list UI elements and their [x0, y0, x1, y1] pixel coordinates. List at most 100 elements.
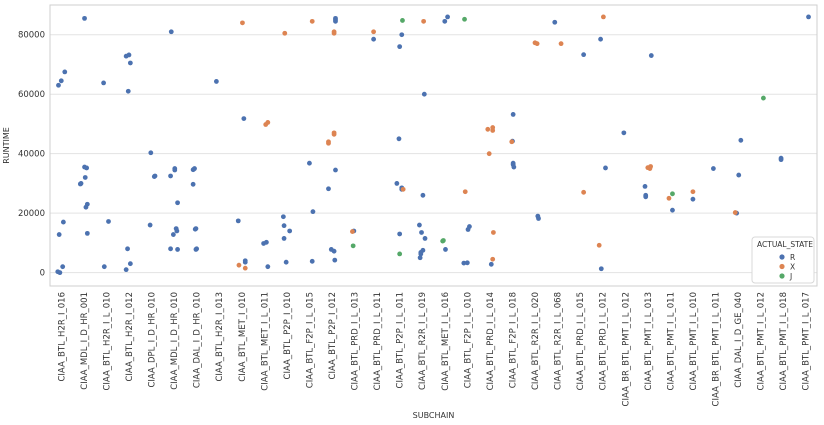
data-point-R [420, 192, 426, 198]
data-point-R [60, 219, 66, 225]
data-point-R [332, 257, 338, 263]
data-point-R [175, 247, 180, 252]
data-point-X [242, 265, 248, 271]
y-tick-label: 40000 [18, 150, 45, 160]
data-point-R [84, 165, 90, 171]
x-tick-label: CIAA_BTL_MET_I_L_016 [441, 292, 451, 391]
data-point-R [60, 264, 66, 270]
y-tick-label: 60000 [18, 90, 45, 100]
data-point-R [265, 264, 271, 270]
data-point-R [710, 166, 716, 171]
data-point-R [397, 231, 403, 237]
x-tick-label: CIAA_BTL_MET_I_L_011 [260, 292, 270, 391]
data-point-R [331, 248, 337, 254]
data-point-R [148, 150, 154, 156]
x-tick-label: CIAA_BTL_PMT_I_L_013 [644, 292, 654, 390]
data-point-R [309, 258, 315, 264]
data-point-R [643, 194, 649, 200]
data-point-R [242, 259, 248, 265]
data-point-X [462, 189, 468, 195]
data-point-X [732, 210, 738, 215]
x-tick-label: CIAA_BTL_PMT_I_L_018 [779, 292, 789, 390]
data-point-R [738, 137, 744, 143]
data-point-R [58, 78, 64, 84]
data-point-X [309, 18, 315, 24]
data-point-R [394, 181, 400, 186]
data-point-R [511, 164, 517, 170]
data-point-R [125, 88, 131, 94]
x-tick-label: CIAA_BTL_H2R_I_013 [215, 292, 225, 382]
y-tick-label: 80000 [18, 31, 45, 41]
x-tick-label: CIAA_BTL_F2P_I_L_010 [463, 292, 473, 388]
legend-marker-R [779, 254, 785, 260]
data-point-J [761, 95, 766, 101]
data-point-R [123, 267, 129, 273]
data-point-R [127, 261, 133, 267]
data-point-R [307, 160, 312, 166]
data-point-R [670, 207, 675, 213]
x-tick-label: CIAA_BTL_PRD_I_L_013 [351, 292, 361, 390]
grid-lines [50, 34, 817, 274]
x-tick-label: CIAA_DPL_I_D_HR_010 [148, 292, 158, 388]
legend-label-X: X [790, 262, 795, 271]
x-tick-label: CIAA_BTL_PMT_I_L_017 [802, 292, 812, 390]
data-point-R [101, 80, 106, 86]
data-point-X [690, 189, 696, 195]
data-point-X [600, 14, 606, 20]
data-point-R [417, 255, 423, 261]
data-point-R [419, 230, 424, 235]
data-point-X [596, 242, 602, 248]
data-point-R [125, 246, 130, 252]
x-tick-label: CIAA_BTL_H2R_I_016 [57, 292, 67, 382]
legend-box [751, 236, 815, 284]
data-point-J [400, 18, 405, 23]
legend-marker-X [779, 263, 785, 270]
x-tick-label: CIAA_BTL_PRD_I_L_011 [373, 292, 383, 390]
data-point-X [326, 140, 331, 146]
data-point-X [490, 256, 496, 262]
data-point-X [350, 229, 355, 234]
data-point-X [485, 126, 491, 132]
data-point-X [534, 41, 540, 47]
data-point-R [106, 219, 111, 224]
x-tick-label: CIAA_BTL_F2P_I_L_015 [305, 292, 315, 388]
data-point-R [235, 218, 241, 224]
data-point-J [670, 191, 675, 197]
x-tick-label: CIAA_DAL_I_D_HR_010 [193, 292, 203, 388]
data-points [55, 14, 811, 276]
data-point-R [396, 136, 402, 142]
data-point-R [168, 29, 174, 35]
data-point-R [778, 157, 784, 163]
data-point-R [488, 261, 494, 267]
data-point-R [280, 214, 286, 220]
legend: ACTUAL_STATE RXJ [751, 236, 815, 284]
data-point-R [77, 181, 83, 187]
data-point-R [190, 181, 196, 187]
x-tick-label: CIAA_BTL_PMT_I_L_011 [666, 292, 676, 390]
data-point-R [422, 236, 428, 241]
data-point-X [371, 29, 377, 35]
data-point-X [331, 30, 337, 36]
data-point-R [83, 204, 89, 210]
data-point-R [287, 228, 293, 234]
x-tick-label: CIAA_BTL_P2P_I_010 [283, 292, 293, 379]
data-point-R [443, 247, 448, 252]
data-point-X [490, 128, 496, 133]
data-point-J [440, 238, 446, 244]
data-point-R [62, 69, 68, 75]
x-tick-label: CIAA_BTL_P2P_I_L_011 [396, 292, 406, 388]
y-tick-label: 0 [40, 269, 45, 279]
data-point-R [261, 241, 267, 246]
data-point-R [213, 79, 219, 84]
data-point-R [147, 222, 153, 228]
data-point-X [666, 195, 672, 201]
data-point-R [281, 236, 287, 241]
data-point-X [581, 189, 587, 195]
data-point-X [421, 18, 427, 24]
data-point-R [326, 186, 331, 192]
y-axis-ticks: 0 20000 40000 60000 80000 [18, 31, 45, 279]
data-point-R [399, 32, 405, 38]
data-point-J [397, 251, 403, 257]
y-tick-label: 20000 [18, 209, 45, 219]
